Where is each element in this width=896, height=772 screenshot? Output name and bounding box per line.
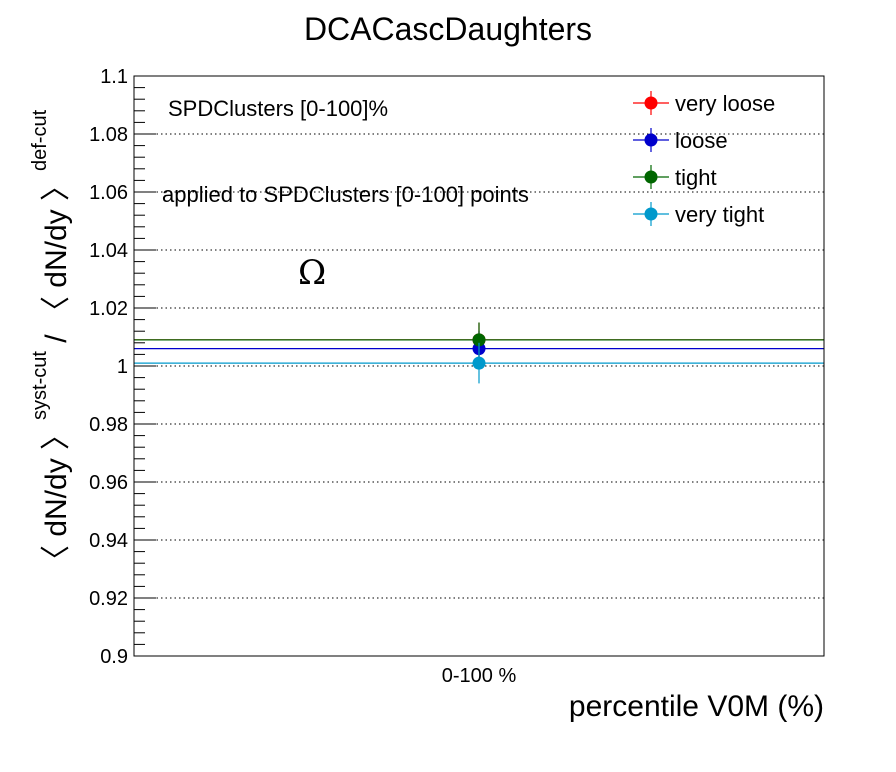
- data-points: [472, 322, 486, 384]
- x-tick-label: 0-100 %: [442, 665, 517, 687]
- y-tick-label: 1.1: [100, 66, 128, 88]
- x-axis: 0-100 %: [442, 665, 517, 687]
- x-axis-label: percentile V0M (%): [569, 690, 824, 723]
- y-axis-label-sup1: syst-cut: [29, 351, 51, 420]
- legend-entry: very tight: [633, 202, 764, 227]
- legend-marker: [644, 96, 658, 110]
- y-tick-label: 1.02: [89, 298, 128, 320]
- y-axis-label-mid: / 〈 dN/dy 〉: [40, 171, 73, 351]
- data-point: [472, 333, 486, 347]
- y-axis-label-sup2: def-cut: [29, 109, 51, 171]
- y-tick-label: 1.06: [89, 182, 128, 204]
- chart-title: DCACascDaughters: [304, 11, 592, 47]
- y-tick-label: 1.08: [89, 124, 128, 146]
- legend-marker: [644, 207, 658, 221]
- y-axis-label-open: 〈 dN/dy 〉: [40, 420, 73, 575]
- legend-marker: [644, 170, 658, 184]
- y-tick-label: 0.94: [89, 530, 128, 552]
- annotation-spdclusters: SPDClusters [0-100]%: [168, 96, 388, 121]
- y-tick-label: 1: [117, 356, 128, 378]
- legend-label: very tight: [675, 202, 764, 227]
- y-tick-label: 0.9: [100, 646, 128, 668]
- y-axis-label: 〈 dN/dy 〉syst-cut / 〈 dN/dy 〉def-cut: [29, 109, 73, 575]
- legend-label: loose: [675, 128, 728, 153]
- y-tick-label: 0.92: [89, 588, 128, 610]
- data-point: [472, 356, 486, 370]
- legend-entry: very loose: [633, 91, 775, 116]
- y-tick-label: 0.96: [89, 472, 128, 494]
- annotation-omega-symbol: Ω: [298, 253, 326, 293]
- legend-entry: loose: [633, 128, 728, 153]
- y-tick-label: 0.98: [89, 414, 128, 436]
- legend-marker: [644, 133, 658, 147]
- y-tick-label: 1.04: [89, 240, 128, 262]
- legend-entry: tight: [633, 165, 717, 190]
- legend: very loose loose tight very tight: [633, 91, 775, 227]
- annotation-applied-to: applied to SPDClusters [0-100] points: [162, 182, 529, 207]
- legend-label: very loose: [675, 91, 775, 116]
- y-axis: 0.9 0.92 0.94 0.96 0.98 1 1.02 1.04 1.06 1.08 1.1: [89, 66, 156, 668]
- legend-label: tight: [675, 165, 717, 190]
